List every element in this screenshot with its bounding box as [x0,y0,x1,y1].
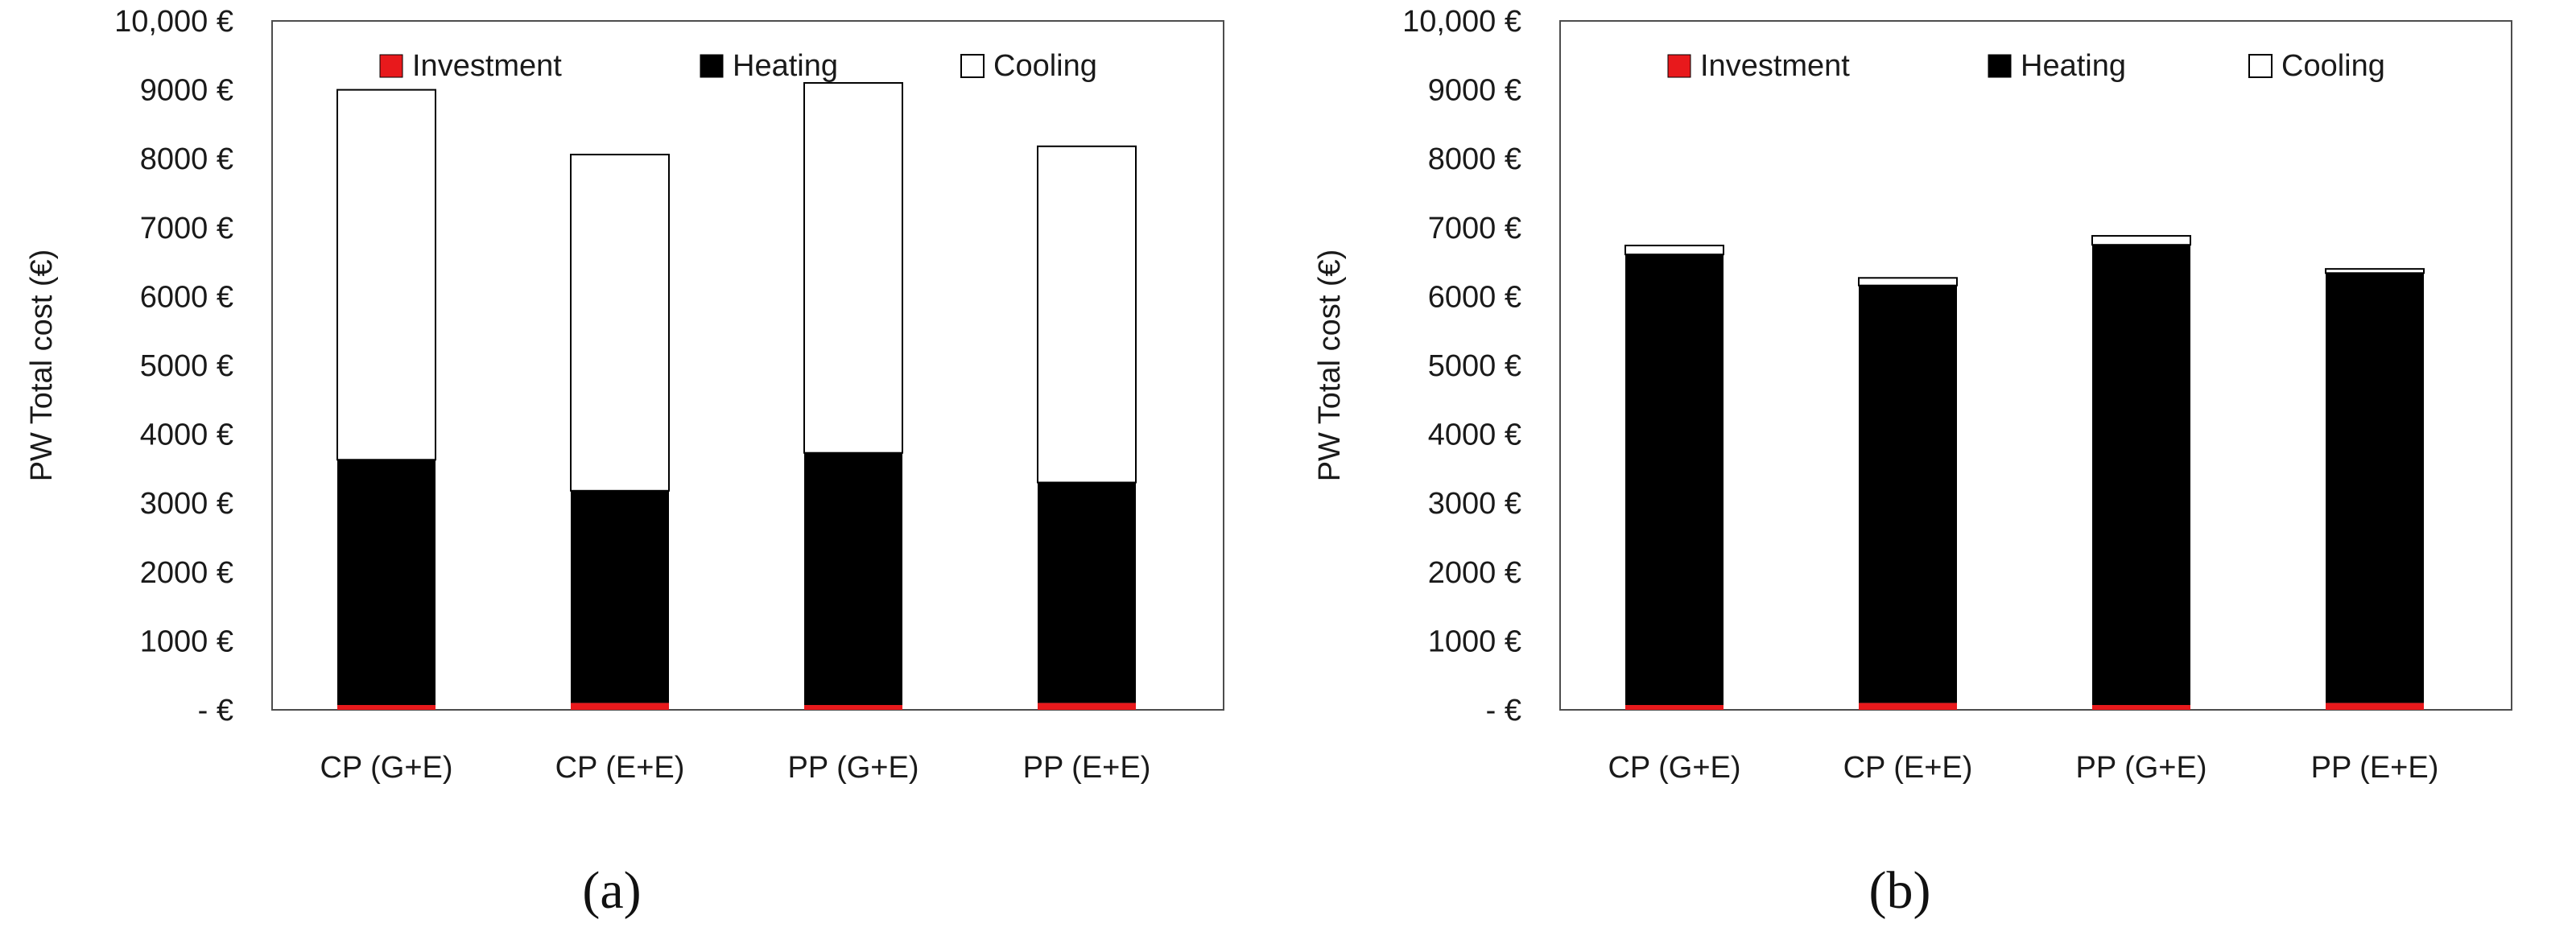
x-category-label: PP (G+E) [788,751,919,785]
y-tick-label: 1000 € [140,625,233,658]
plot-frame [1559,20,2512,711]
bar-segment-heating-2 [1859,285,1957,703]
x-category-label: CP (G+E) [1608,751,1740,785]
y-tick-label: 8000 € [140,142,233,176]
x-category-label: CP (E+E) [1843,751,1973,785]
bar-segment-heating-4 [1038,482,1136,703]
bar-segment-investment-3 [804,705,902,710]
legend-label-investment: Investment [1700,49,1850,83]
bar-segment-investment-1 [337,705,436,710]
y-tick-label: 6000 € [140,280,233,314]
y-tick-label: - € [198,694,233,728]
bar-segment-cooling-3 [803,82,903,454]
y-tick-label: 9000 € [1428,74,1521,108]
bar-segment-heating-3 [2092,245,2190,706]
chart-a: - € 1000 € 2000 € 3000 € 4000 € 5000 € 6000 € 7… [25,5,1224,920]
y-tick-label: 5000 € [1428,349,1521,383]
bar-segment-heating-3 [804,452,902,706]
bar-segment-investment-2 [1859,703,1957,710]
y-tick-label: 4000 € [140,418,233,452]
chart-panel-a: - € 1000 € 2000 € 3000 € 4000 € 5000 € 6000 € 7… [25,5,1224,920]
bar-segment-cooling-2 [570,154,670,492]
y-tick-label: 2000 € [140,556,233,590]
legend-swatch-cooling [2248,54,2273,78]
y-tick-label: 7000 € [1428,212,1521,245]
x-category-label: CP (G+E) [320,751,452,785]
y-tick-label: 10,000 € [1402,5,1521,39]
legend-swatch-cooling [960,54,985,78]
bar-segment-investment-4 [1038,703,1136,710]
legend-label-heating: Heating [733,49,838,83]
panel-caption: (a) [582,861,641,920]
bar-segment-investment-2 [571,703,669,710]
y-tick-label: 3000 € [140,487,233,521]
y-tick-label: 1000 € [1428,625,1521,658]
legend-swatch-investment [379,54,403,78]
y-tick-label: 4000 € [1428,418,1521,452]
chart-b: - € 1000 € 2000 € 3000 € 4000 € 5000 € 6000 € 7… [1313,5,2512,920]
y-tick-label: 6000 € [1428,280,1521,314]
y-tick-label: 2000 € [1428,556,1521,590]
x-category-label: PP (E+E) [1023,751,1151,785]
y-axis-title: PW Total cost (€) [25,249,59,482]
bar-segment-investment-4 [2326,703,2424,710]
bar-segment-cooling-1 [336,89,436,461]
chart-panel-b: - € 1000 € 2000 € 3000 € 4000 € 5000 € 6000 € 7… [1288,0,2576,940]
legend-swatch-heating [1988,54,2012,78]
y-axis-title: PW Total cost (€) [1313,249,1347,482]
x-category-label: PP (E+E) [2311,751,2439,785]
legend-label-cooling: Cooling [2281,49,2385,83]
y-tick-label: - € [1486,694,1521,728]
legend-swatch-heating [700,54,724,78]
y-tick-label: 10,000 € [114,5,233,39]
y-tick-label: 7000 € [140,212,233,245]
bar-segment-heating-1 [337,460,436,706]
legend-swatch-investment [1667,54,1691,78]
bar-segment-cooling-3 [2091,235,2191,246]
legend-label-cooling: Cooling [993,49,1097,83]
bar-segment-heating-1 [1625,254,1724,706]
bar-segment-cooling-4 [1037,145,1137,484]
panel-caption: (b) [1869,861,1931,920]
y-tick-label: 5000 € [140,349,233,383]
plot-frame [271,20,1224,711]
y-tick-label: 9000 € [140,74,233,108]
bar-segment-heating-2 [571,490,669,703]
bar-segment-investment-3 [2092,705,2190,710]
legend-label-investment: Investment [412,49,562,83]
bar-segment-cooling-2 [1858,277,1958,287]
x-category-label: PP (G+E) [2076,751,2207,785]
bar-segment-investment-1 [1625,705,1724,710]
legend-label-heating: Heating [2021,49,2126,83]
y-tick-label: 8000 € [1428,142,1521,176]
bar-segment-cooling-1 [1624,245,1724,256]
bar-segment-heating-4 [2326,273,2424,703]
y-tick-label: 3000 € [1428,487,1521,521]
x-category-label: CP (E+E) [555,751,685,785]
bar-segment-cooling-4 [2325,268,2425,274]
